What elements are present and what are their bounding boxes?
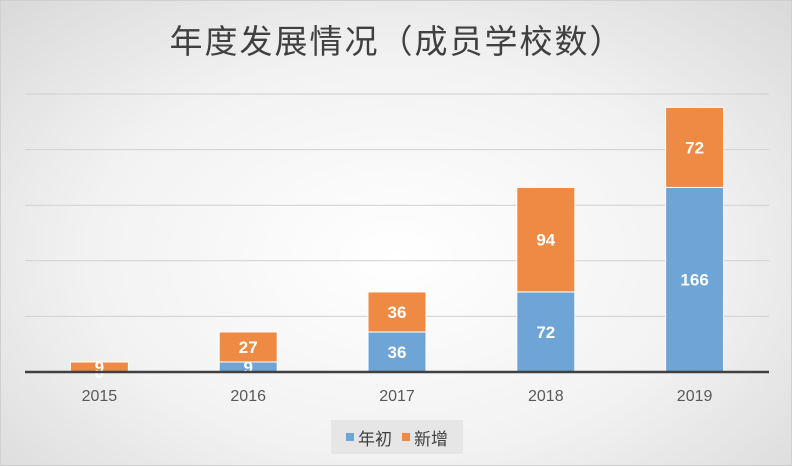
legend-label-0: 年初	[358, 429, 392, 450]
chart-title: 年度发展情况（成员学校数）	[169, 22, 625, 61]
x-tick-label: 2019	[677, 388, 713, 405]
data-label: 72	[685, 138, 704, 157]
data-label: 9	[243, 358, 252, 377]
x-tick-label: 2018	[528, 388, 564, 405]
bar-1	[516, 186, 576, 293]
legend-swatch-1	[402, 433, 410, 441]
data-label: 166	[680, 271, 708, 290]
legend-item-0: 年初	[346, 425, 392, 450]
data-label: 36	[388, 303, 407, 322]
x-tick-label: 2015	[82, 388, 118, 405]
x-tick-label: 2016	[230, 388, 266, 405]
data-label: 72	[536, 323, 555, 342]
x-tick-label: 2017	[379, 388, 415, 405]
legend-label-1: 新增	[414, 429, 448, 450]
data-label: 27	[239, 338, 258, 357]
legend-swatch-0	[346, 433, 354, 441]
legend-item-1: 新增	[402, 425, 448, 450]
bar-1	[218, 331, 278, 363]
bar-1	[367, 291, 427, 333]
data-label: 9	[95, 358, 104, 377]
data-label: 36	[388, 343, 407, 362]
legend: 年初 新增	[331, 420, 463, 454]
data-label: 94	[536, 231, 555, 250]
bar-1	[665, 106, 725, 188]
